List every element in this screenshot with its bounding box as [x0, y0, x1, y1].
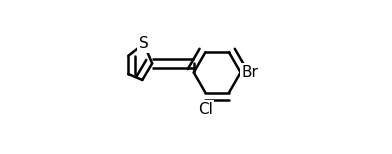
Text: S: S: [139, 36, 149, 51]
Text: Br: Br: [241, 65, 258, 80]
Text: Cl: Cl: [198, 102, 213, 117]
